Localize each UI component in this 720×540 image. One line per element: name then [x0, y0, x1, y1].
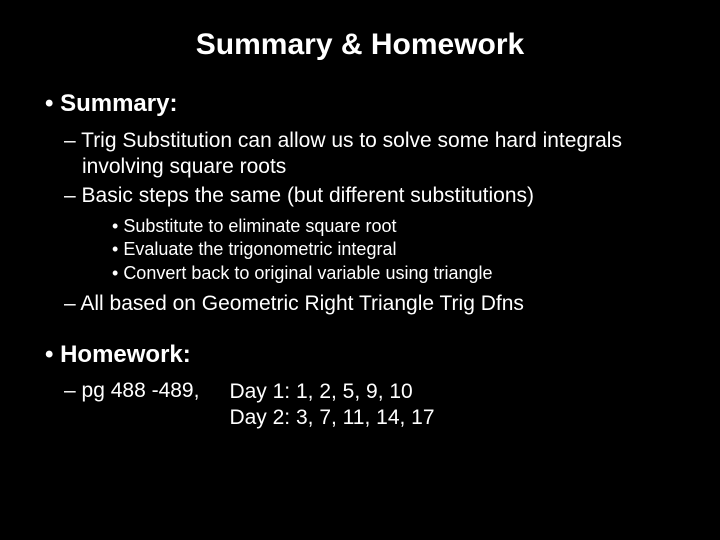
- homework-day2: Day 2: 3, 7, 11, 14, 17: [229, 405, 434, 431]
- homework-day1: Day 1: 1, 2, 5, 9, 10: [229, 379, 434, 405]
- slide-container: Summary & Homework Summary: Trig Substit…: [0, 0, 720, 540]
- summary-footer: All based on Geometric Right Triangle Tr…: [82, 291, 690, 317]
- homework-section: Homework: pg 488 -489, Day 1: 1, 2, 5, 9…: [30, 341, 690, 432]
- homework-days: Day 1: 1, 2, 5, 9, 10 Day 2: 3, 7, 11, 1…: [229, 379, 434, 432]
- homework-row: pg 488 -489, Day 1: 1, 2, 5, 9, 10 Day 2…: [64, 379, 690, 432]
- homework-heading: Homework:: [45, 341, 690, 369]
- homework-pages: pg 488 -489,: [64, 379, 199, 432]
- summary-heading: Summary:: [45, 90, 690, 118]
- step-2: Evaluate the trigonometric integral: [126, 238, 690, 261]
- step-1: Substitute to eliminate square root: [126, 215, 690, 238]
- step-3: Convert back to original variable using …: [126, 262, 690, 285]
- summary-item-1: Trig Substitution can allow us to solve …: [82, 128, 690, 181]
- slide-title: Summary & Homework: [30, 28, 690, 62]
- summary-item-2: Basic steps the same (but different subs…: [82, 183, 690, 209]
